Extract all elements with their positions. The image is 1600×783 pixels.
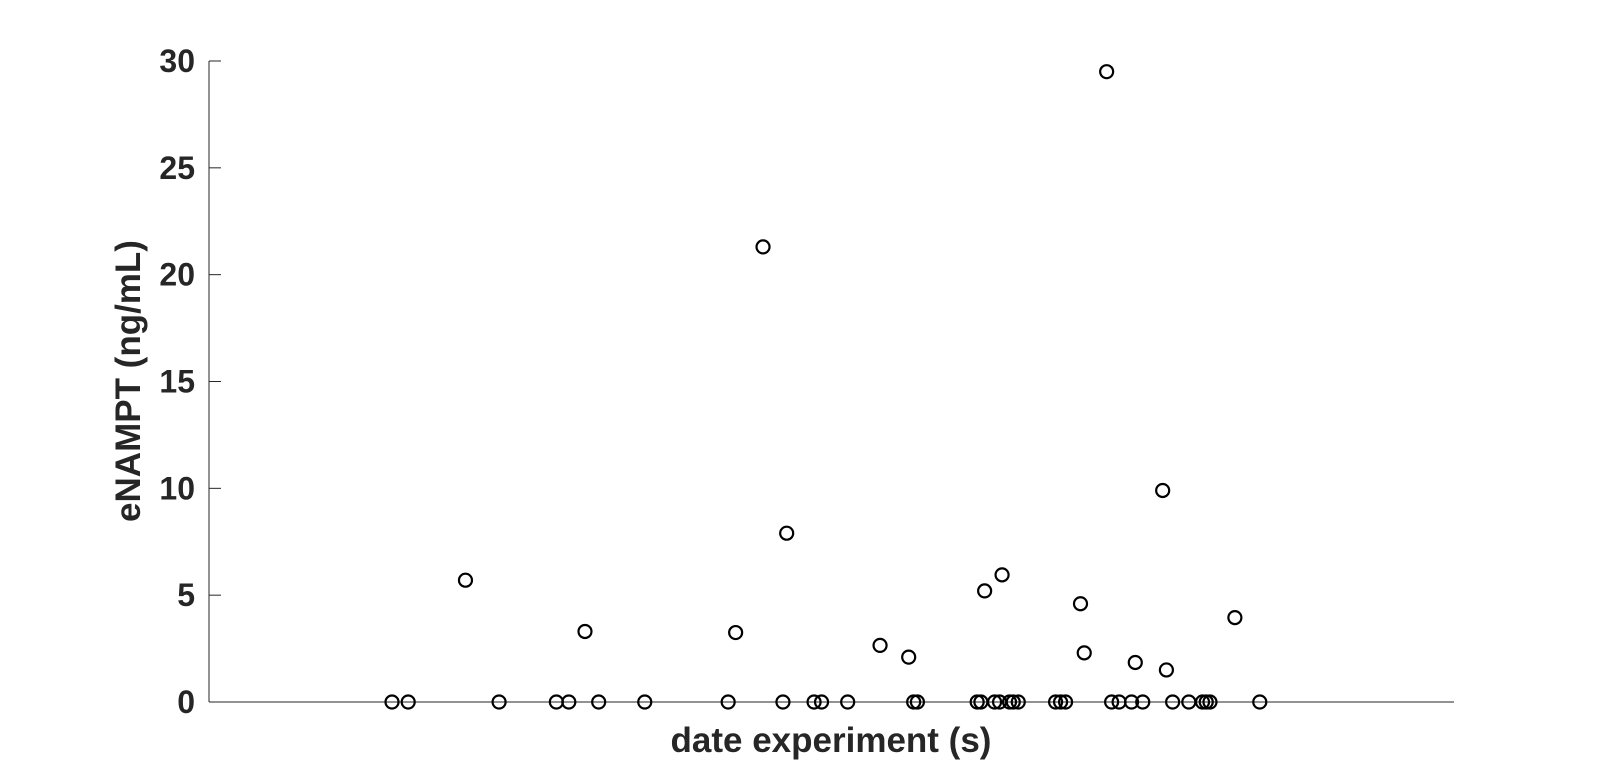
data-point (1127, 654, 1143, 671)
data-point (977, 583, 993, 599)
axes (208, 61, 1454, 703)
data-point (1052, 694, 1069, 710)
data-point (1099, 64, 1115, 80)
data-point (994, 567, 1010, 583)
data-point (400, 694, 416, 710)
data-point (779, 525, 795, 541)
y-ticks: 0 5 10 15 20 25 30 (159, 43, 221, 720)
data-point (840, 694, 856, 710)
data-point (457, 572, 474, 588)
data-point (872, 637, 888, 653)
data-point (591, 694, 607, 710)
data-point (1158, 662, 1175, 678)
data-point (577, 623, 593, 640)
data-points (384, 64, 1268, 710)
data-point (1252, 694, 1268, 710)
data-point (1165, 694, 1181, 710)
y-axis-label: eNAMPT (ng/mL) (109, 240, 148, 522)
data-point (755, 239, 771, 255)
data-point (1047, 694, 1064, 710)
y-tick-label: 15 (159, 364, 195, 400)
data-point (1123, 694, 1140, 710)
data-point (491, 694, 507, 710)
data-point (1202, 694, 1218, 710)
y-tick-label: 5 (177, 577, 195, 613)
data-point (1104, 694, 1120, 710)
data-point (1227, 610, 1243, 626)
data-point (909, 694, 926, 710)
y-tick-label: 0 (177, 684, 195, 720)
data-point (1076, 645, 1092, 661)
data-point (1005, 694, 1021, 710)
y-tick-label: 30 (159, 43, 195, 79)
data-point (1010, 694, 1026, 710)
data-point (720, 694, 736, 710)
data-point (806, 694, 822, 710)
data-point (986, 694, 1003, 710)
data-point (637, 694, 653, 710)
data-point (775, 694, 791, 710)
data-point (1135, 694, 1151, 710)
data-point (901, 649, 917, 665)
data-point (384, 694, 400, 710)
data-point (813, 694, 830, 710)
data-point (1057, 694, 1074, 710)
data-point (1072, 596, 1089, 612)
data-point (561, 694, 577, 710)
data-point (728, 624, 744, 641)
y-tick-label: 10 (159, 470, 195, 506)
y-tick-label: 20 (159, 257, 195, 293)
x-axis-label: date experiment (s) (671, 721, 992, 760)
y-tick-label: 25 (159, 150, 195, 186)
data-point (1155, 482, 1171, 499)
